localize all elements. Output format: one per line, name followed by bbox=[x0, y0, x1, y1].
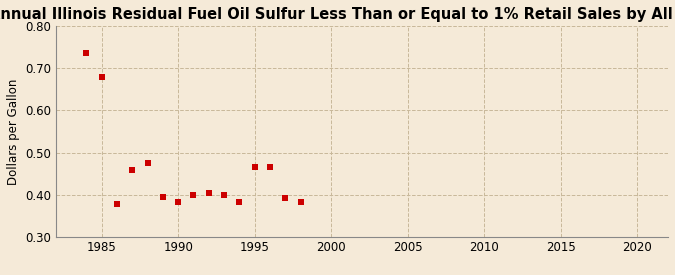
Point bbox=[219, 193, 230, 197]
Point bbox=[157, 195, 168, 199]
Point bbox=[295, 200, 306, 204]
Title: Annual Illinois Residual Fuel Oil Sulfur Less Than or Equal to 1% Retail Sales b: Annual Illinois Residual Fuel Oil Sulfur… bbox=[0, 7, 675, 22]
Point bbox=[97, 75, 107, 79]
Point bbox=[142, 161, 153, 165]
Point bbox=[265, 165, 275, 170]
Point bbox=[280, 196, 291, 200]
Point bbox=[203, 191, 214, 195]
Point bbox=[188, 193, 199, 197]
Point bbox=[173, 200, 184, 204]
Point bbox=[81, 51, 92, 56]
Point bbox=[111, 202, 122, 206]
Y-axis label: Dollars per Gallon: Dollars per Gallon bbox=[7, 78, 20, 185]
Point bbox=[234, 200, 245, 204]
Point bbox=[249, 165, 260, 170]
Point bbox=[127, 167, 138, 172]
